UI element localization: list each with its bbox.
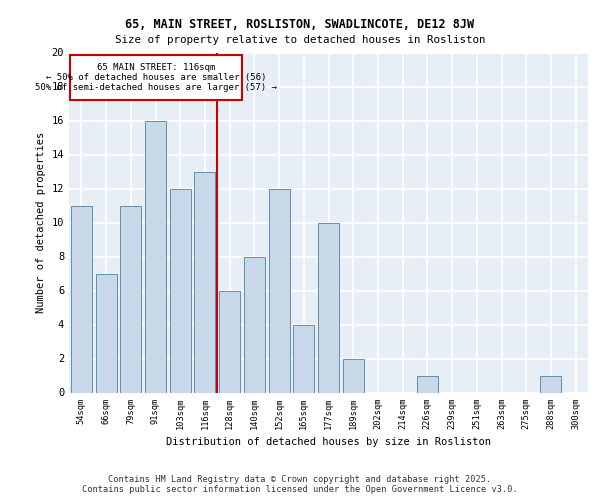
Y-axis label: Number of detached properties: Number of detached properties: [36, 132, 46, 313]
Bar: [145, 120, 166, 392]
Bar: [194, 172, 215, 392]
FancyBboxPatch shape: [70, 55, 242, 100]
Bar: [417, 376, 438, 392]
Text: 65 MAIN STREET: 116sqm
← 50% of detached houses are smaller (56)
50% of semi-det: 65 MAIN STREET: 116sqm ← 50% of detached…: [35, 62, 277, 92]
Bar: [293, 324, 314, 392]
Bar: [120, 206, 141, 392]
Text: Contains HM Land Registry data © Crown copyright and database right 2025.
Contai: Contains HM Land Registry data © Crown c…: [82, 474, 518, 494]
Bar: [244, 256, 265, 392]
Bar: [269, 188, 290, 392]
Bar: [318, 222, 339, 392]
Bar: [219, 290, 240, 392]
Text: 65, MAIN STREET, ROSLISTON, SWADLINCOTE, DE12 8JW: 65, MAIN STREET, ROSLISTON, SWADLINCOTE,…: [125, 18, 475, 30]
Bar: [343, 358, 364, 392]
X-axis label: Distribution of detached houses by size in Rosliston: Distribution of detached houses by size …: [166, 437, 491, 447]
Bar: [170, 188, 191, 392]
Bar: [541, 376, 562, 392]
Bar: [71, 206, 92, 392]
Text: Size of property relative to detached houses in Rosliston: Size of property relative to detached ho…: [115, 35, 485, 45]
Bar: [95, 274, 116, 392]
